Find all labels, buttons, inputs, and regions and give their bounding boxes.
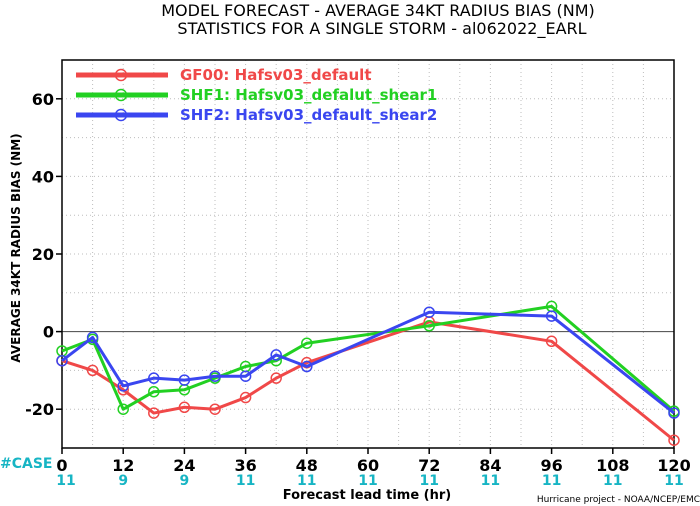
y-tick-label: 20: [32, 245, 54, 264]
x-tick-label: 48: [296, 456, 318, 475]
series-layer: [56, 300, 680, 446]
data-point: [668, 407, 680, 419]
series-line: [61, 310, 675, 415]
legend: GF00: Hafsv03_default SHF1: Hafsv03_defal…: [76, 66, 437, 124]
legend-swatch-marker: [114, 108, 128, 122]
x-tick-label: 96: [540, 456, 562, 475]
y-tick-labels: -20 0 20 40 60: [25, 90, 62, 419]
case-count: 11: [56, 473, 75, 489]
y-tick-label: -20: [25, 400, 54, 419]
x-axis-label: Forecast lead time (hr): [283, 488, 451, 503]
x-tick-label: 12: [112, 456, 134, 475]
case-label: #CASE: [0, 456, 53, 472]
case-count: 11: [297, 473, 316, 489]
data-point: [270, 372, 282, 384]
data-point: [117, 380, 129, 392]
data-point: [117, 403, 129, 415]
case-count: 11: [236, 473, 255, 489]
data-point: [148, 407, 160, 419]
x-tick-label: 36: [234, 456, 256, 475]
x-tick-label: 60: [357, 456, 379, 475]
case-count: 11: [603, 473, 622, 489]
chart-subtitle: STATISTICS FOR A SINGLE STORM - al062022…: [177, 19, 586, 39]
y-axis-label: AVERAGE 34KT RADIUS BIAS (NM): [9, 133, 23, 362]
x-tick-label: 24: [173, 456, 195, 475]
series-line: [61, 304, 675, 413]
data-point: [668, 434, 680, 446]
data-point: [209, 370, 221, 382]
x-tick-label: 72: [418, 456, 440, 475]
data-point: [148, 372, 160, 384]
legend-swatch-marker: [114, 88, 128, 102]
legend-swatch-marker: [114, 68, 128, 82]
case-count: 9: [118, 473, 128, 489]
chart-title: MODEL FORECAST - AVERAGE 34KT RADIUS BIA…: [161, 1, 595, 20]
case-counts: 11 9 9 11 11 11 11 11 11 11 11: [56, 473, 683, 489]
y-tick-label: 0: [43, 323, 54, 342]
data-point: [239, 370, 252, 382]
data-point: [301, 360, 313, 373]
grid: [62, 60, 674, 448]
credit-text: Hurricane project - NOAA/NCEP/EMC: [537, 495, 700, 505]
legend-label: GF00: Hafsv03_default: [180, 66, 371, 84]
data-point: [86, 364, 99, 377]
x-tick-label: 84: [479, 456, 501, 475]
legend-label: SHF2: Hafsv03_default_shear2: [180, 106, 437, 124]
legend-label: SHF1: Hafsv03_defalut_shear1: [180, 86, 437, 104]
case-count: 11: [481, 473, 500, 489]
case-count: 11: [419, 473, 438, 489]
data-point: [545, 335, 558, 348]
data-point: [56, 354, 68, 367]
data-point: [148, 385, 160, 398]
case-count: 11: [664, 473, 683, 489]
case-count: 11: [542, 473, 561, 489]
data-point: [178, 401, 191, 414]
data-point: [86, 331, 99, 344]
legend-entry: SHF2: Hafsv03_default_shear2: [76, 106, 437, 124]
x-tick-label: 108: [596, 456, 629, 475]
data-point: [209, 403, 221, 415]
data-point: [239, 391, 252, 404]
case-count: 11: [358, 473, 377, 489]
series-3: [56, 306, 680, 419]
case-count: 9: [180, 473, 190, 489]
x-tick-label: 0: [56, 456, 67, 475]
data-point: [301, 337, 313, 349]
data-point: [178, 374, 191, 386]
data-point: [423, 320, 435, 332]
y-tick-label: 40: [32, 167, 54, 186]
data-point: [270, 349, 282, 361]
data-point: [423, 306, 435, 318]
y-tick-label: 60: [32, 90, 54, 109]
legend-entry: SHF1: Hafsv03_defalut_shear1: [76, 86, 437, 104]
series-2: [56, 300, 680, 417]
x-tick-labels: 0 12 24 36 48 60 72 84 96 108 120: [56, 448, 691, 475]
x-tick-label: 120: [657, 456, 690, 475]
data-point: [545, 310, 558, 322]
legend-entry: GF00: Hafsv03_default: [76, 66, 371, 84]
